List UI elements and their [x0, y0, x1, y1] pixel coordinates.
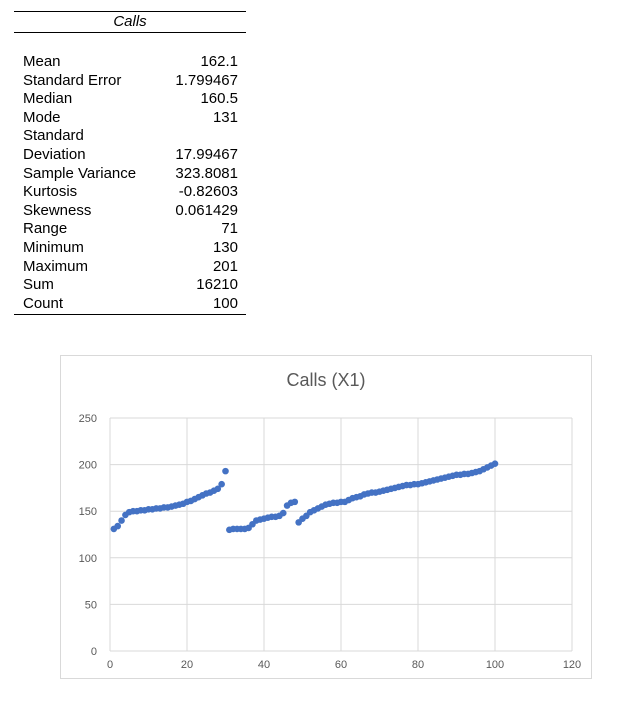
stat-label: Maximum: [23, 257, 89, 275]
stat-label: Skewness: [23, 201, 92, 219]
stat-label: Count: [23, 294, 64, 312]
stat-label: Mean: [23, 53, 61, 70]
stat-label: Standard Error: [23, 71, 122, 89]
table-header: Calls: [14, 12, 246, 33]
x-tick-label: 0: [107, 659, 113, 671]
stats-rows: Mean 162.1 Standard Error 1.799467 Median 160…: [14, 53, 246, 313]
stat-value: -0.82603: [178, 183, 238, 201]
x-tick-label: 40: [258, 659, 270, 671]
y-tick-label: 100: [79, 553, 97, 565]
data-point: [279, 509, 287, 517]
y-tick-label: 200: [79, 460, 97, 472]
y-tick-label: 0: [91, 646, 97, 658]
table-top-rule: [14, 11, 246, 12]
x-axis-ticks: 0 20 40 60 80 100 120: [107, 659, 581, 671]
stat-value: 201: [212, 257, 238, 275]
stats-row: Sample Variance 323.8081: [14, 165, 246, 184]
stats-row: Kurtosis -0.82603: [14, 183, 246, 202]
stat-value: 131: [212, 108, 238, 126]
data-point: [218, 480, 225, 488]
table-bottom-rule: [14, 314, 246, 316]
stats-row: Range 71: [14, 220, 246, 239]
stat-label: Range: [23, 220, 68, 238]
stats-row: Count 100: [14, 295, 246, 314]
stats-row: Mode 131: [14, 109, 246, 128]
data-point: [291, 498, 299, 506]
y-tick-label: 50: [85, 599, 97, 611]
stat-label: Median: [23, 90, 73, 108]
data-point: [491, 460, 499, 467]
stat-label: Minimum: [23, 238, 84, 256]
y-tick-label: 150: [79, 506, 97, 518]
stats-row: Mean 162.1: [14, 53, 246, 72]
stats-row: Median 160.5: [14, 90, 246, 109]
stats-row: Standard Deviation 17.99467: [14, 127, 246, 164]
data-point: [118, 517, 125, 524]
stat-label: Mode: [23, 108, 61, 126]
x-tick-label: 120: [563, 659, 581, 671]
y-axis-ticks: 0 50 100 150 200 250: [79, 413, 97, 658]
stat-label: Standard Deviation: [23, 127, 86, 163]
stat-value: 71: [221, 220, 238, 238]
stats-row: Minimum 130: [14, 239, 246, 258]
chart-title: Calls (X1): [286, 370, 365, 390]
x-tick-label: 100: [486, 659, 504, 671]
data-point: [114, 522, 121, 530]
stat-value: 1.799467: [175, 71, 238, 89]
gridlines: [109, 417, 573, 652]
stat-value: 323.8081: [175, 164, 238, 182]
data-points: [110, 460, 499, 534]
stats-row: Skewness 0.061429: [14, 202, 246, 221]
stat-label: Sample Variance: [23, 164, 137, 182]
stat-value: 16210: [196, 276, 238, 294]
stat-value: 162.1: [200, 53, 238, 70]
scatter-chart: Calls (X1) 0 50 100 150 200 250 0 20 40 60 80 100 1…: [79, 370, 582, 671]
stat-value: 160.5: [200, 90, 238, 108]
x-tick-label: 20: [181, 659, 193, 671]
x-tick-label: 80: [412, 659, 424, 671]
descriptive-statistics-table: Calls Mean 162.1 Standard Error 1.799467 Med…: [14, 11, 246, 316]
stat-value: 17.99467: [175, 145, 238, 163]
stats-row: Standard Error 1.799467: [14, 72, 246, 91]
stat-value: 0.061429: [175, 201, 238, 219]
data-point: [214, 485, 222, 493]
stats-row: Maximum 201: [14, 258, 246, 277]
chart-area: Calls (X1) 0 50 100 150 200 250 0 20 40 60 80 100 1…: [60, 355, 592, 679]
stat-value: 130: [212, 238, 238, 256]
data-point: [222, 467, 229, 475]
stat-label: Kurtosis: [23, 183, 78, 201]
stat-value: 100: [212, 294, 238, 312]
x-tick-label: 60: [335, 659, 347, 671]
stats-row: Sum 16210: [14, 276, 246, 295]
y-tick-label: 250: [79, 413, 97, 425]
stat-label: Sum: [23, 276, 54, 294]
